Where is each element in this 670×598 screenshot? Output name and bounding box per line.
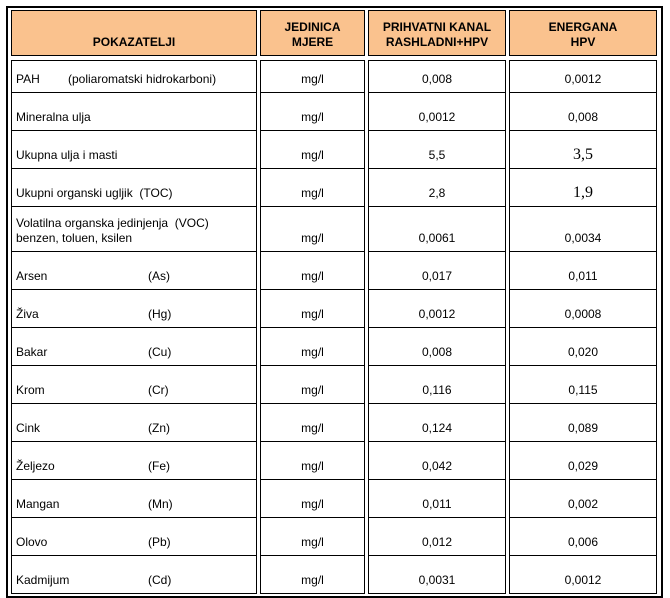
prihvatni-value: 0,017	[368, 252, 506, 290]
energana-value: 0,089	[509, 404, 657, 442]
unit-cell: mg/l	[260, 442, 365, 480]
unit-cell: mg/l	[260, 404, 365, 442]
water-quality-table: POKAZATELJI JEDINICA MJERE PRIHVATNI KAN…	[6, 6, 663, 598]
energana-value: 0,029	[509, 442, 657, 480]
prihvatni-value: 0,012	[368, 518, 506, 556]
unit-cell: mg/l	[260, 556, 365, 594]
table-row: Ukupni organski ugljik (TOC) mg/l 2,8 1,…	[11, 169, 657, 207]
indicator-name: Željezo	[16, 459, 55, 473]
indicator-name: Cink	[16, 421, 41, 435]
indicator-name: Olovo	[16, 535, 48, 549]
table-header: POKAZATELJI JEDINICA MJERE PRIHVATNI KAN…	[8, 10, 660, 56]
table-row: Mangan (Mn) mg/l 0,011 0,002	[11, 480, 657, 518]
table-row: Ukupna ulja i masti mg/l 5,5 3,5	[11, 131, 657, 169]
unit-cell: mg/l	[260, 290, 365, 328]
unit-cell: mg/l	[260, 207, 365, 252]
indicator-name: Bakar	[16, 345, 48, 359]
table-row: Volatilna organska jedinjenja (VOC) benze…	[11, 207, 657, 252]
prihvatni-value: 0,116	[368, 366, 506, 404]
indicator-symbol: (As)	[148, 269, 170, 283]
column-header-prihvatni-kanal: PRIHVATNI KANAL RASHLADNI+HPV	[368, 10, 506, 56]
indicator-name: Arsen	[16, 269, 48, 283]
table-row: Željezo (Fe) mg/l 0,042 0,029	[11, 442, 657, 480]
unit-cell: mg/l	[260, 366, 365, 404]
table-row: Olovo (Pb) mg/l 0,012 0,006	[11, 518, 657, 556]
indicator-name: Volatilna organska jedinjenja (VOC)	[16, 216, 209, 230]
energana-value: 0,0012	[509, 60, 657, 93]
energana-value: 0,020	[509, 328, 657, 366]
indicator-name: PAH	[16, 72, 40, 86]
prihvatni-value: 0,008	[368, 328, 506, 366]
unit-cell: mg/l	[260, 480, 365, 518]
table-row: Arsen (As) mg/l 0,017 0,011	[11, 252, 657, 290]
energana-value: 0,115	[509, 366, 657, 404]
unit-cell: mg/l	[260, 518, 365, 556]
unit-cell: mg/l	[260, 169, 365, 207]
indicator-symbol: (Fe)	[148, 459, 170, 473]
energana-value: 1,9	[509, 169, 657, 207]
unit-cell: mg/l	[260, 328, 365, 366]
column-header-jedinica-mjere: JEDINICA MJERE	[260, 10, 365, 56]
table-row: Kadmijum (Cd) mg/l 0,0031 0,0012	[11, 556, 657, 594]
table-row: Živa (Hg) mg/l 0,0012 0,0008	[11, 290, 657, 328]
prihvatni-value: 0,008	[368, 60, 506, 93]
indicator-symbol: (Mn)	[148, 497, 173, 511]
unit-cell: mg/l	[260, 60, 365, 93]
energana-value: 0,006	[509, 518, 657, 556]
table-row: Cink (Zn) mg/l 0,124 0,089	[11, 404, 657, 442]
energana-value: 3,5	[509, 131, 657, 169]
column-header-pokazatelji: POKAZATELJI	[11, 10, 257, 56]
prihvatni-value: 2,8	[368, 169, 506, 207]
unit-cell: mg/l	[260, 252, 365, 290]
prihvatni-value: 0,0012	[368, 290, 506, 328]
indicator-name: Ukupni organski ugljik (TOC)	[16, 186, 173, 200]
table-row: Krom (Cr) mg/l 0,116 0,115	[11, 366, 657, 404]
table-body: PAH (poliaromatski hidrokarboni) mg/l 0,0…	[8, 60, 660, 594]
indicator-name: Mineralna ulja	[16, 110, 91, 124]
table-row: Mineralna ulja mg/l 0,0012 0,008	[11, 93, 657, 131]
energana-value: 0,0008	[509, 290, 657, 328]
prihvatni-value: 0,0061	[368, 207, 506, 252]
energana-value: 0,0012	[509, 556, 657, 594]
energana-value: 0,0034	[509, 207, 657, 252]
prihvatni-value: 0,0031	[368, 556, 506, 594]
energana-value: 0,011	[509, 252, 657, 290]
table-row: Bakar (Cu) mg/l 0,008 0,020	[11, 328, 657, 366]
energana-value: 0,008	[509, 93, 657, 131]
unit-cell: mg/l	[260, 131, 365, 169]
prihvatni-value: 0,042	[368, 442, 506, 480]
indicator-symbol: (Hg)	[148, 307, 172, 321]
column-header-energana-hpv: ENERGANA HPV	[509, 10, 657, 56]
table-row: PAH (poliaromatski hidrokarboni) mg/l 0,0…	[11, 60, 657, 93]
prihvatni-value: 0,124	[368, 404, 506, 442]
prihvatni-value: 0,011	[368, 480, 506, 518]
indicator-symbol: (Zn)	[148, 421, 170, 435]
indicator-name: Živa	[16, 307, 39, 321]
indicator-symbol: (Cr)	[148, 383, 169, 397]
indicator-name: Ukupna ulja i masti	[16, 148, 118, 162]
indicator-symbol: (Pb)	[148, 535, 171, 549]
indicator-symbol: (poliaromatski hidrokarboni)	[68, 72, 217, 86]
indicator-symbol: (Cu)	[148, 345, 172, 359]
indicator-name: Kadmijum	[16, 573, 70, 587]
indicator-name: Mangan	[16, 497, 60, 511]
prihvatni-value: 5,5	[368, 131, 506, 169]
header-row: POKAZATELJI JEDINICA MJERE PRIHVATNI KAN…	[11, 10, 657, 56]
indicator-symbol: (Cd)	[148, 573, 172, 587]
indicator-name-line2: benzen, toluen, ksilen	[16, 231, 133, 245]
prihvatni-value: 0,0012	[368, 93, 506, 131]
indicator-name: Krom	[16, 383, 45, 397]
energana-value: 0,002	[509, 480, 657, 518]
unit-cell: mg/l	[260, 93, 365, 131]
